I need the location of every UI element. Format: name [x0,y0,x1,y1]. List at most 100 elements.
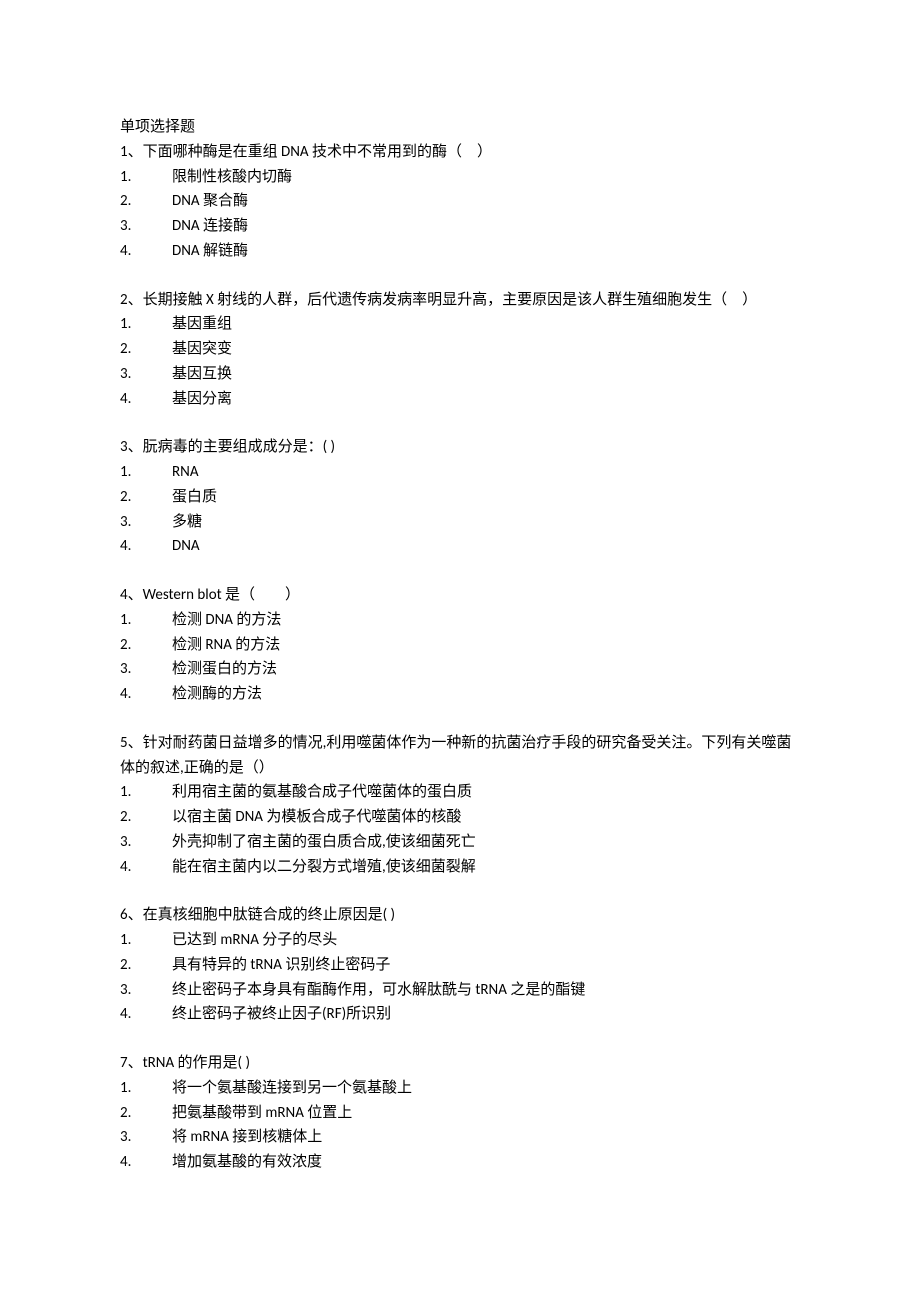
option-number: 4. [120,534,172,559]
option-number: 1. [120,460,172,485]
question-block: 1、下面哪种酶是在重组 DNA 技术中不常用到的酶（ ）1.限制性核酸内切酶2.… [120,140,800,264]
option-text: 已达到 mRNA 分子的尽头 [172,928,337,953]
question-stem: 1、下面哪种酶是在重组 DNA 技术中不常用到的酶（ ） [120,140,800,165]
questions-container: 1、下面哪种酶是在重组 DNA 技术中不常用到的酶（ ）1.限制性核酸内切酶2.… [120,140,800,1175]
question-block: 2、长期接触 X 射线的人群，后代遗传病发病率明显升高，主要原因是该人群生殖细胞… [120,288,800,412]
option-text: 能在宿主菌内以二分裂方式增殖,使该细菌裂解 [172,855,476,880]
option-number: 2. [120,337,172,362]
option-text: 检测蛋白的方法 [172,657,277,682]
option-line: 4.DNA [120,534,800,559]
option-line: 3.DNA 连接酶 [120,214,800,239]
section-title: 单项选择题 [120,115,800,140]
question-block: 5、针对耐药菌日益增多的情况,利用噬菌体作为一种新的抗菌治疗手段的研究备受关注。… [120,731,800,880]
option-line: 1.基因重组 [120,312,800,337]
option-line: 2.基因突变 [120,337,800,362]
option-number: 2. [120,485,172,510]
option-number: 1. [120,1076,172,1101]
option-text: DNA [172,534,200,559]
option-number: 4. [120,239,172,264]
option-text: 限制性核酸内切酶 [172,165,292,190]
option-line: 2.把氨基酸带到 mRNA 位置上 [120,1101,800,1126]
question-stem: 5、针对耐药菌日益增多的情况,利用噬菌体作为一种新的抗菌治疗手段的研究备受关注。… [120,731,800,781]
option-line: 4.基因分离 [120,387,800,412]
option-line: 4.终止密码子被终止因子(RF)所识别 [120,1002,800,1027]
document-page: 单项选择题 1、下面哪种酶是在重组 DNA 技术中不常用到的酶（ ）1.限制性核… [0,0,920,1275]
option-number: 4. [120,682,172,707]
option-text: 蛋白质 [172,485,217,510]
option-line: 1.限制性核酸内切酶 [120,165,800,190]
question-stem: 3、朊病毒的主要组成成分是：( ) [120,435,800,460]
option-number: 3. [120,510,172,535]
option-number: 1. [120,780,172,805]
option-text: 以宿主菌 DNA 为模板合成子代噬菌体的核酸 [172,805,461,830]
question-block: 4、Western blot 是（ ）1.检测 DNA 的方法2.检测 RNA … [120,583,800,707]
option-number: 2. [120,805,172,830]
option-line: 3.将 mRNA 接到核糖体上 [120,1125,800,1150]
option-number: 2. [120,1101,172,1126]
option-text: DNA 聚合酶 [172,189,248,214]
option-line: 4.能在宿主菌内以二分裂方式增殖,使该细菌裂解 [120,855,800,880]
option-text: 基因突变 [172,337,232,362]
option-number: 3. [120,362,172,387]
option-text: DNA 解链酶 [172,239,248,264]
option-line: 3.多糖 [120,510,800,535]
option-number: 3. [120,830,172,855]
option-line: 2.具有特异的 tRNA 识别终止密码子 [120,953,800,978]
option-line: 2.检测 RNA 的方法 [120,633,800,658]
option-line: 3.外壳抑制了宿主菌的蛋白质合成,使该细菌死亡 [120,830,800,855]
option-line: 3.检测蛋白的方法 [120,657,800,682]
option-number: 3. [120,978,172,1003]
option-text: 检测 RNA 的方法 [172,633,280,658]
option-line: 4.DNA 解链酶 [120,239,800,264]
option-text: 外壳抑制了宿主菌的蛋白质合成,使该细菌死亡 [172,830,476,855]
option-line: 4.检测酶的方法 [120,682,800,707]
option-text: 增加氨基酸的有效浓度 [172,1150,322,1175]
option-line: 2.以宿主菌 DNA 为模板合成子代噬菌体的核酸 [120,805,800,830]
option-text: 具有特异的 tRNA 识别终止密码子 [172,953,390,978]
option-number: 4. [120,387,172,412]
option-line: 2.蛋白质 [120,485,800,510]
option-line: 1.将一个氨基酸连接到另一个氨基酸上 [120,1076,800,1101]
question-stem: 7、tRNA 的作用是( ) [120,1051,800,1076]
option-text: 基因互换 [172,362,232,387]
option-text: 将 mRNA 接到核糖体上 [172,1125,322,1150]
question-block: 3、朊病毒的主要组成成分是：( )1.RNA2.蛋白质3.多糖4.DNA [120,435,800,559]
option-number: 4. [120,855,172,880]
option-text: 基因分离 [172,387,232,412]
option-number: 1. [120,165,172,190]
option-text: 检测 DNA 的方法 [172,608,281,633]
option-number: 2. [120,633,172,658]
option-line: 3.终止密码子本身具有酯酶作用，可水解肽酰与 tRNA 之是的酯键 [120,978,800,1003]
question-stem: 4、Western blot 是（ ） [120,583,800,608]
option-text: RNA [172,460,199,485]
option-text: 基因重组 [172,312,232,337]
option-number: 3. [120,1125,172,1150]
option-number: 2. [120,953,172,978]
option-line: 1.检测 DNA 的方法 [120,608,800,633]
question-block: 6、在真核细胞中肽链合成的终止原因是( )1.已达到 mRNA 分子的尽头2.具… [120,903,800,1027]
option-line: 2.DNA 聚合酶 [120,189,800,214]
option-line: 1.已达到 mRNA 分子的尽头 [120,928,800,953]
option-number: 3. [120,214,172,239]
option-text: 利用宿主菌的氨基酸合成子代噬菌体的蛋白质 [172,780,472,805]
option-line: 3.基因互换 [120,362,800,387]
option-line: 1.利用宿主菌的氨基酸合成子代噬菌体的蛋白质 [120,780,800,805]
option-number: 3. [120,657,172,682]
option-number: 4. [120,1150,172,1175]
option-text: 将一个氨基酸连接到另一个氨基酸上 [172,1076,412,1101]
option-number: 4. [120,1002,172,1027]
option-number: 1. [120,928,172,953]
option-number: 1. [120,312,172,337]
option-line: 1.RNA [120,460,800,485]
question-stem: 2、长期接触 X 射线的人群，后代遗传病发病率明显升高，主要原因是该人群生殖细胞… [120,288,800,313]
option-text: 终止密码子被终止因子(RF)所识别 [172,1002,391,1027]
question-block: 7、tRNA 的作用是( )1.将一个氨基酸连接到另一个氨基酸上2.把氨基酸带到… [120,1051,800,1175]
option-text: 把氨基酸带到 mRNA 位置上 [172,1101,352,1126]
option-text: DNA 连接酶 [172,214,248,239]
question-stem: 6、在真核细胞中肽链合成的终止原因是( ) [120,903,800,928]
option-number: 2. [120,189,172,214]
option-text: 多糖 [172,510,202,535]
option-line: 4.增加氨基酸的有效浓度 [120,1150,800,1175]
option-text: 检测酶的方法 [172,682,262,707]
option-text: 终止密码子本身具有酯酶作用，可水解肽酰与 tRNA 之是的酯键 [172,978,585,1003]
